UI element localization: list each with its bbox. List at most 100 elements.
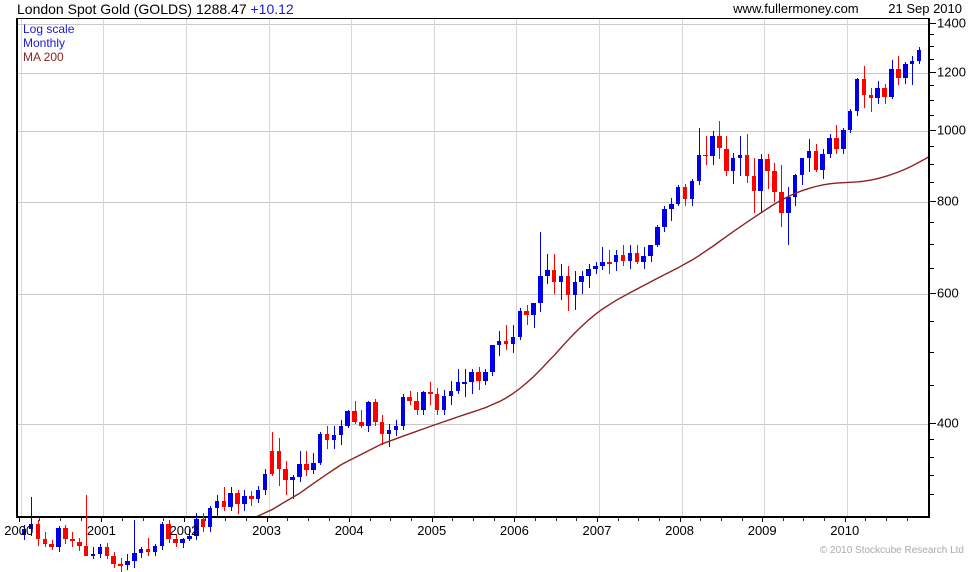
candle-body — [414, 400, 419, 410]
candle-body — [779, 192, 784, 213]
candle-body — [255, 490, 261, 500]
y-axis-minor-tick — [930, 58, 934, 60]
y-axis-label: 600 — [937, 285, 959, 301]
candle-body — [896, 68, 901, 79]
candle-body — [648, 245, 653, 257]
candle-body — [483, 372, 488, 381]
y-axis-label: 400 — [937, 415, 959, 431]
x-axis-minor-tick — [411, 518, 413, 521]
candle-body — [607, 262, 612, 264]
gridline-horizontal — [18, 72, 928, 74]
candle-body — [90, 554, 96, 556]
y-axis-minor-tick — [930, 351, 934, 353]
candle-body — [366, 402, 371, 426]
candle-body — [668, 203, 674, 209]
candle-body — [806, 150, 812, 159]
candle-body — [118, 564, 123, 566]
x-axis-minor-tick — [803, 518, 805, 521]
gridline-vertical — [103, 19, 105, 516]
candle-body — [531, 303, 536, 316]
candle-wick — [389, 424, 390, 448]
candle-body — [49, 543, 54, 548]
candle-body — [751, 175, 757, 192]
x-axis-label: 2004 — [334, 523, 364, 538]
header-right: www.fullermoney.com 21 Sep 2010 — [733, 1, 962, 16]
candle-body — [758, 158, 763, 192]
x-axis-label: 2002 — [169, 523, 199, 538]
candle-body — [297, 463, 302, 477]
candle-wick — [582, 271, 583, 295]
candle-body — [249, 496, 254, 500]
candle-body — [276, 450, 282, 470]
x-axis-label: 2001 — [86, 523, 116, 538]
candle-wick — [224, 487, 225, 511]
candle-body — [283, 469, 289, 480]
x-axis-minor-tick — [865, 518, 867, 521]
x-axis-label: 2003 — [252, 523, 282, 538]
x-axis-minor-tick — [225, 518, 227, 521]
x-axis-minor-tick — [555, 518, 557, 521]
price-plot-area[interactable]: Log scale Monthly MA 200 — [16, 18, 930, 572]
x-axis-tick — [183, 518, 185, 522]
x-axis-minor-tick — [638, 518, 640, 521]
candle-body — [613, 255, 619, 263]
candle-body — [28, 523, 34, 530]
candle-body — [799, 158, 805, 175]
candle-wick — [912, 55, 913, 86]
x-axis-label: 2006 — [499, 523, 529, 538]
candle-body — [524, 310, 529, 316]
candle-body — [393, 425, 399, 431]
candle-body — [854, 79, 860, 111]
candle-wick — [602, 247, 603, 270]
candle-body — [207, 507, 213, 527]
website-link[interactable]: www.fullermoney.com — [733, 1, 859, 16]
x-axis-tick — [18, 518, 20, 522]
candle-body — [455, 382, 461, 391]
y-axis: 400 600 800 1000 1200 1400 — [930, 15, 980, 518]
candle-wick — [183, 538, 184, 549]
y-axis-minor-tick — [930, 456, 934, 458]
candle-body — [496, 340, 502, 346]
candle-body — [579, 275, 585, 283]
price-change: +10.12 — [250, 1, 294, 17]
candle-body — [304, 463, 309, 471]
x-axis-label: 2008 — [665, 523, 695, 538]
copyright-notice: © 2010 Stockcube Research Ltd — [819, 545, 964, 556]
chart-date: 21 Sep 2010 — [888, 1, 962, 16]
candle-body — [696, 154, 702, 182]
candle-body — [462, 382, 467, 384]
candle-body — [834, 137, 839, 150]
last-price: 1288.47 — [196, 1, 247, 17]
x-axis-minor-tick — [163, 518, 165, 521]
candle-body — [428, 392, 433, 394]
candle-body — [730, 158, 736, 171]
candle-body — [132, 553, 137, 561]
candle-wick — [189, 529, 190, 542]
candle-body — [70, 539, 75, 542]
candle-body — [421, 392, 426, 410]
x-axis-minor-tick — [720, 518, 722, 521]
candle-body — [145, 548, 151, 553]
y-axis-minor-tick — [930, 494, 934, 496]
x-axis-minor-tick — [369, 518, 371, 521]
candle-body — [655, 227, 660, 246]
x-axis-minor-tick — [576, 518, 578, 521]
x-axis-minor-tick — [493, 518, 495, 521]
x-axis-tick — [679, 518, 681, 522]
candle-wick — [506, 325, 507, 350]
candle-wick — [86, 495, 87, 553]
candle-body — [662, 208, 667, 228]
candle-body — [166, 523, 171, 540]
candle-body — [235, 493, 240, 505]
candle-body — [262, 474, 268, 491]
x-axis-label: 2009 — [747, 523, 777, 538]
candle-body — [813, 150, 819, 171]
candle-body — [868, 95, 874, 98]
candle-body — [737, 155, 743, 159]
candle-body — [841, 129, 846, 150]
candle-body — [173, 539, 178, 543]
y-axis-minor-tick — [930, 114, 934, 116]
candle-body — [469, 372, 474, 383]
candle-wick — [148, 538, 149, 556]
candle-body — [138, 548, 144, 554]
